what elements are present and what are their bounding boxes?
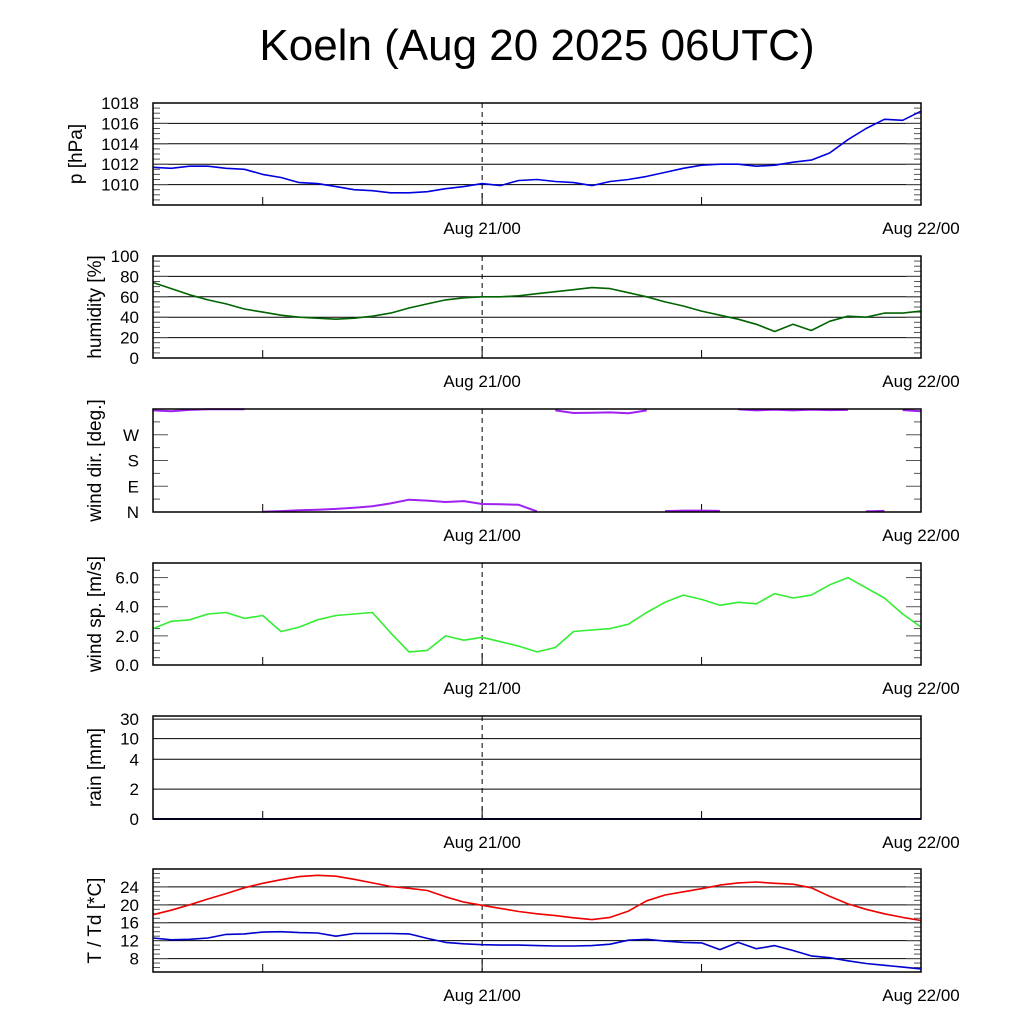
temperature-ytick-label: 20 xyxy=(120,896,139,915)
rain-ytick-label: 30 xyxy=(120,710,139,729)
wind-direction-line xyxy=(664,509,720,513)
wind-direction-line xyxy=(262,498,538,513)
t-line xyxy=(152,874,922,922)
humidity-ytick-label: 60 xyxy=(120,288,139,307)
temperature-ytick-label: 12 xyxy=(120,932,139,951)
wind_direction-frame xyxy=(152,408,922,513)
wind_speed-ytick-label: 2.0 xyxy=(115,627,139,646)
wind_direction-xtick-label: Aug 21/00 xyxy=(443,526,521,545)
rain-ytick-label: 2 xyxy=(130,780,139,799)
wind_speed-ylabel: wind sp. [m/s] xyxy=(85,556,106,673)
wind_direction-ytick-label: W xyxy=(123,426,139,445)
wind-direction-line xyxy=(902,409,922,413)
temperature-ytick-label: 8 xyxy=(130,950,139,969)
rain-xtick-label: Aug 21/00 xyxy=(443,833,521,852)
rain-ytick-label: 4 xyxy=(130,750,139,769)
humidity-ytick-label: 0 xyxy=(130,349,139,368)
rain-xtick-label: Aug 22/00 xyxy=(882,833,960,852)
pressure-ytick-label: 1010 xyxy=(101,176,139,195)
rain-frame xyxy=(152,715,922,820)
humidity-frame xyxy=(152,255,922,359)
temperature-frame xyxy=(152,868,922,973)
wind_speed-xtick-label: Aug 22/00 xyxy=(882,679,960,698)
humidity-ytick-label: 80 xyxy=(120,267,139,286)
wind_speed-xtick-label: Aug 21/00 xyxy=(443,679,521,698)
rain-ytick-label: 0 xyxy=(130,810,139,829)
humidity-xtick-label: Aug 22/00 xyxy=(882,372,960,391)
humidity-ytick-label: 20 xyxy=(120,329,139,348)
humidity-xtick-label: Aug 21/00 xyxy=(443,372,521,391)
temperature-xtick-label: Aug 21/00 xyxy=(443,986,521,1005)
pressure-xtick-label: Aug 22/00 xyxy=(882,219,960,238)
wind_direction-ytick-label: E xyxy=(128,477,139,496)
wind-speed-line xyxy=(152,576,922,653)
temperature-xtick-label: Aug 22/00 xyxy=(882,986,960,1005)
wind_direction-ytick-label: N xyxy=(127,503,139,522)
temperature-ytick-label: 16 xyxy=(120,914,139,933)
pressure-ytick-label: 1012 xyxy=(101,155,139,174)
chart-title: Koeln (Aug 20 2025 06UTC) xyxy=(259,21,815,70)
humidity-line xyxy=(152,281,922,333)
humidity-ytick-label: 40 xyxy=(120,308,139,327)
pressure-ytick-label: 1016 xyxy=(101,114,139,133)
wind_speed-frame xyxy=(152,562,922,666)
humidity-ylabel: humidity [%] xyxy=(85,255,106,358)
pressure-ytick-label: 1018 xyxy=(101,94,139,113)
td-line xyxy=(152,930,922,970)
temperature-ylabel: T / Td [*C] xyxy=(85,878,106,964)
pressure-frame xyxy=(152,102,922,206)
rain-ytick-label: 10 xyxy=(120,730,139,749)
wind_direction-xtick-label: Aug 22/00 xyxy=(882,526,960,545)
pressure-ylabel: p [hPa] xyxy=(66,124,87,184)
pressure-ytick-label: 1014 xyxy=(101,135,139,154)
wind_speed-ytick-label: 4.0 xyxy=(115,598,139,617)
wind_direction-ytick-label: S xyxy=(128,452,139,471)
pressure-xtick-label: Aug 21/00 xyxy=(443,219,521,238)
temperature-ytick-label: 24 xyxy=(120,878,139,897)
wind_speed-ytick-label: 6.0 xyxy=(115,569,139,588)
rain-ylabel: rain [mm] xyxy=(85,728,106,807)
wind-direction-line xyxy=(555,409,647,415)
wind_speed-ytick-label: 0.0 xyxy=(115,656,139,675)
wind-direction-line xyxy=(738,408,848,412)
humidity-ytick-label: 100 xyxy=(111,247,139,266)
wind_direction-ylabel: wind dir. [deg.] xyxy=(85,399,106,523)
